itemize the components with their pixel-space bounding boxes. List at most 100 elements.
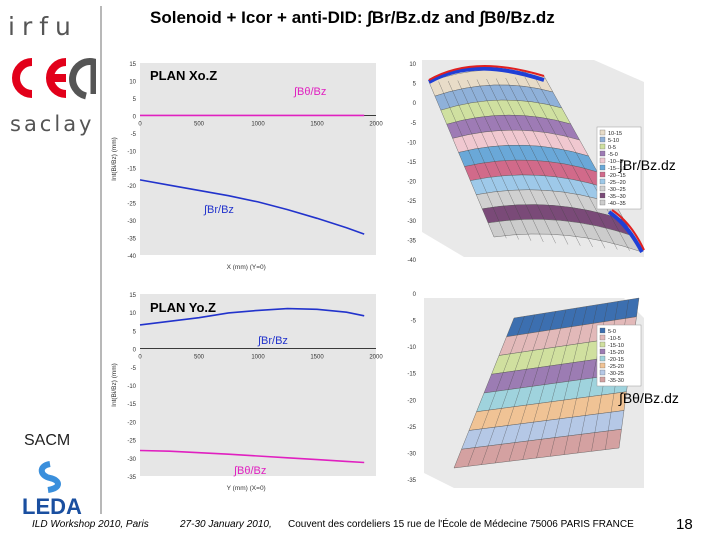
legend-swatch [599, 150, 606, 157]
y-tick-label: -15 [127, 402, 136, 408]
legend-entry: -35-30 [608, 378, 624, 384]
y-tick-label: 10 [129, 79, 136, 85]
y-tick-label: -5 [131, 132, 137, 138]
surface-grid-line [448, 80, 519, 240]
surface-grid-line [438, 81, 507, 239]
surface-y-tick: -15 [407, 160, 416, 166]
legend-swatch [599, 143, 606, 150]
legend-swatch [599, 136, 606, 143]
legend-entry: 5-10 [608, 138, 619, 144]
series-line [139, 179, 365, 235]
legend-entry: -20--15 [608, 173, 626, 179]
y-tick-label: 5 [133, 97, 137, 103]
x-tick-label: 1500 [310, 355, 324, 361]
legend-swatch [599, 355, 606, 362]
surface1-blue-edge-lower [607, 210, 644, 253]
y-tick-label: 5 [133, 329, 137, 335]
legend-entry: -10--5 [608, 159, 623, 165]
y-tick-label: -30 [127, 219, 136, 225]
surface1-legend: 10-155-100-5-5-0-10--5-15--10-20--15-25-… [596, 126, 642, 210]
surface-y-tick: -10 [407, 140, 416, 146]
legend-entry: -10-5 [608, 336, 621, 342]
legend-entry: -5-0 [608, 152, 618, 158]
legend-swatch [599, 192, 606, 199]
x-tick-label: 2000 [369, 355, 383, 361]
irfu-logo-text: irfu [8, 12, 78, 41]
sacm-label: SACM [24, 432, 71, 449]
surface-grid-line [534, 76, 630, 251]
series-label: ∫Br/Bz [203, 204, 234, 216]
series-line [139, 449, 365, 464]
y-tick-label: -35 [127, 475, 136, 481]
legend-swatch [599, 348, 606, 355]
y-tick-label: -20 [127, 184, 136, 190]
legend-entry: -15--10 [608, 166, 626, 172]
surface-y-tick: -20 [407, 180, 416, 186]
legend-entry: -20-15 [608, 357, 624, 363]
y-tick-label: -20 [127, 420, 136, 426]
plot-area [140, 63, 376, 255]
cea-logo [12, 58, 96, 100]
surface-grid-line [515, 77, 606, 249]
footer-dates: 27-30 January 2010, [180, 519, 272, 530]
surface-y-tick: -5 [411, 319, 417, 325]
footer-venue: Couvent des cordeliers 15 rue de l'École… [288, 519, 634, 530]
legend-entry: -25-20 [608, 364, 624, 370]
x-tick-label: 2000 [369, 121, 383, 127]
series-label: ∫Bθ/Bz [293, 86, 326, 98]
plot-area [140, 294, 376, 476]
surface2-side-label: ∫Bθ/Bz.dz [619, 390, 679, 406]
y-axis-title: Int(Bi/Bz) (mm) [111, 363, 118, 407]
legend-entry: -15-20 [608, 350, 624, 356]
surface-y-tick: -30 [407, 451, 416, 457]
x-axis-title: Y (mm) (X=0) [227, 485, 266, 492]
y-tick-label: -5 [131, 366, 137, 372]
series-line [139, 307, 365, 326]
legend-swatch [599, 341, 606, 348]
y-tick-label: 0 [133, 114, 137, 120]
y-tick-label: -35 [127, 237, 136, 243]
surface-grid-line [476, 79, 556, 244]
surface-grid-line [536, 307, 577, 459]
x-tick-label: 500 [194, 121, 205, 127]
surface-y-tick: -40 [407, 258, 416, 264]
legend-swatch [599, 199, 606, 206]
legend-swatch [599, 164, 606, 171]
y-tick-label: -30 [127, 457, 136, 463]
surface-grid-line [508, 311, 556, 462]
surface-grid-line [467, 79, 544, 243]
y-tick-label: -40 [127, 254, 136, 260]
series-label: ∫Bθ/Bz [233, 465, 266, 477]
surface2-legend: 5-0-10-5-15-10-15-20-20-15-25-20-30-25-3… [596, 324, 642, 387]
footer-workshop: ILD Workshop 2010, Paris [32, 519, 149, 530]
slide-title: Solenoid + Icor + anti-DID: ∫Br/Bz.dz an… [150, 8, 555, 27]
surface-plot-br: 10-155-100-5-5-0-10--5-15--10-20--15-25-… [384, 52, 650, 274]
surface-y-tick: 0 [413, 292, 417, 298]
surface-plot-btheta: 5-0-10-5-15-10-15-20-20-15-25-20-30-25-3… [384, 288, 650, 508]
surface-grid-line [486, 78, 569, 245]
legend-swatch [599, 171, 606, 178]
surface-y-tick: -30 [407, 219, 416, 225]
legend-swatch [599, 185, 606, 192]
surface1-y-axis: 10 5 0 -5 -10 -15 -20 -25 -30 -35 -40 [407, 62, 416, 264]
legend-entry: 0-5 [608, 145, 616, 151]
surface-y-tick: -10 [407, 345, 416, 351]
legend-entry: -25--20 [608, 180, 626, 186]
y-tick-label: 10 [129, 311, 136, 317]
y-tick-label: -10 [127, 384, 136, 390]
surface-y-tick: -25 [407, 425, 416, 431]
x-tick-label: 1000 [251, 355, 265, 361]
legend-entry: -30-25 [608, 371, 624, 377]
legend-swatch [599, 327, 606, 334]
saclay-logo-text: saclay [10, 112, 95, 136]
series-label: ∫Br/Bz [257, 335, 288, 347]
surface-y-tick: -35 [407, 238, 416, 244]
legend-entry: -35--30 [608, 194, 626, 200]
y-tick-label: -15 [127, 167, 136, 173]
legend-entry: -15-10 [608, 343, 624, 349]
x-tick-label: 500 [194, 355, 205, 361]
legend-swatch [599, 129, 606, 136]
x-tick-label: 1000 [251, 121, 265, 127]
